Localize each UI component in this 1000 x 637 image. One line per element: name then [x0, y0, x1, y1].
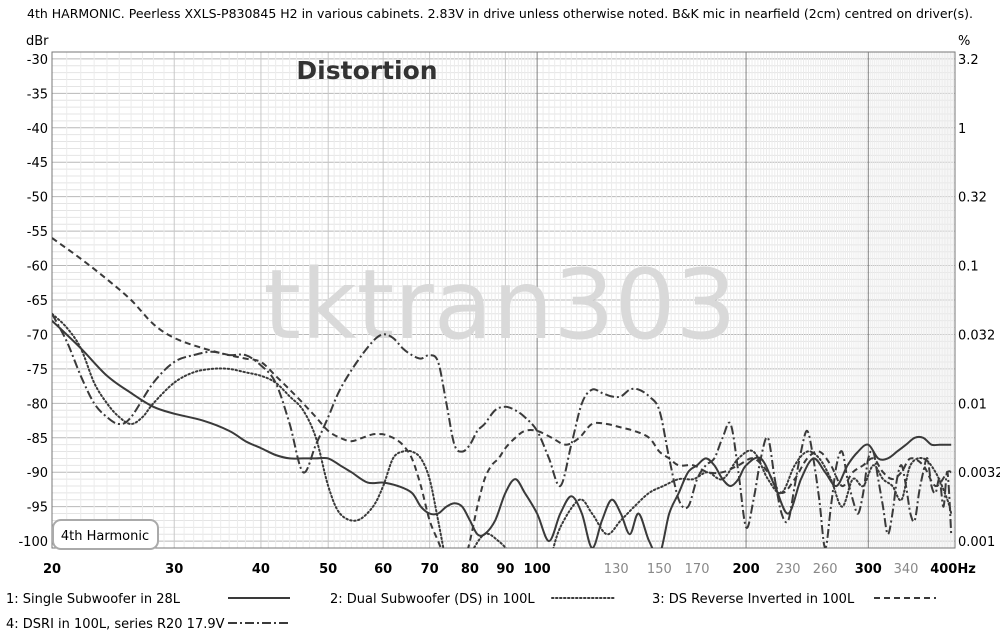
x-minor-tick-label: 150 [647, 562, 672, 577]
plot-frame [51, 51, 956, 549]
series-line-2 [52, 312, 953, 548]
legend: 1: Single Subwoofer in 28L 2: Dual Subwoo… [6, 592, 936, 632]
y-tick-label: -60 [27, 260, 48, 275]
x-tick-label: 70 [421, 562, 439, 577]
axes [51, 51, 956, 549]
series-line-3 [52, 237, 952, 548]
tick-labels: -30 -35 -40 -45 -50 -55 -60 -65 -70 -75 -80 -85 -90 -… [18, 53, 1000, 577]
x-minor-tick-label: 340 [894, 562, 919, 577]
x-tick-label: 200 [732, 562, 759, 577]
y-tick-label: -85 [27, 432, 48, 447]
harmonic-box-label: 4th Harmonic [61, 529, 149, 544]
legend-item-3: 3: DS Reverse Inverted in 100L [652, 592, 936, 607]
x-tick-label: 90 [496, 562, 514, 577]
watermark: tktran303 [263, 249, 736, 361]
right-tick-label: 0.01 [958, 397, 987, 412]
x-tick-label: 400Hz [930, 562, 976, 577]
right-tick-label: 0.001 [958, 535, 995, 550]
x-minor-tick-label: 260 [813, 562, 838, 577]
y-tick-label: -40 [27, 122, 48, 137]
legend-label: 2: Dual Subwoofer (DS) in 100L [330, 592, 535, 607]
legend-item-2: 2: Dual Subwoofer (DS) in 100L [330, 592, 615, 607]
x-tick-label: 40 [252, 562, 270, 577]
x-minor-tick-label: 130 [604, 562, 629, 577]
right-tick-label: 0.032 [958, 328, 995, 343]
legend-item-1: 1: Single Subwoofer in 28L [6, 592, 290, 607]
series-line-4 [52, 313, 953, 548]
legend-item-4: 4: DSRI in 100L, series R20 17.9V [6, 617, 290, 632]
y-tick-label: -55 [27, 225, 48, 240]
y-tick-label: -65 [27, 294, 48, 309]
y-tick-label: -90 [27, 466, 48, 481]
right-tick-label: 0.32 [958, 191, 987, 206]
right-tick-label: 0.1 [958, 260, 979, 275]
y-tick-label: -70 [27, 328, 48, 343]
y-tick-label: -35 [27, 87, 48, 102]
x-tick-label: 80 [461, 562, 479, 577]
right-tick-label: 3.2 [958, 53, 979, 68]
y-tick-label: -95 [27, 501, 48, 516]
y-tick-label: -45 [27, 156, 48, 171]
y-axis-right-label: % [958, 34, 970, 49]
harmonic-box: 4th Harmonic [52, 519, 159, 550]
x-tick-label: 60 [374, 562, 392, 577]
y-tick-label: -50 [27, 191, 48, 206]
y-tick-label: -100 [18, 535, 48, 550]
x-tick-label: 30 [165, 562, 183, 577]
x-tick-label: 100 [524, 562, 551, 577]
y-tick-label: -30 [27, 53, 48, 68]
grid [51, 51, 956, 549]
series-line-1 [52, 319, 952, 548]
x-minor-tick-label: 170 [685, 562, 710, 577]
legend-label: 1: Single Subwoofer in 28L [6, 592, 181, 607]
legend-label: 3: DS Reverse Inverted in 100L [652, 592, 855, 607]
series-lines [52, 237, 953, 548]
y-tick-label: -75 [27, 363, 48, 378]
x-tick-label: 20 [43, 562, 61, 577]
right-tick-label: 0.0032 [958, 466, 1000, 481]
x-tick-label: 50 [319, 562, 337, 577]
y-tick-label: -80 [27, 397, 48, 412]
chart-title: 4th HARMONIC. Peerless XXLS-P830845 H2 i… [27, 6, 973, 21]
x-tick-label: 300 [855, 562, 882, 577]
x-minor-tick-label: 230 [776, 562, 801, 577]
legend-label: 4: DSRI in 100L, series R20 17.9V [6, 617, 225, 632]
chart-label: Distortion [296, 56, 437, 85]
right-tick-label: 1 [958, 122, 966, 137]
y-axis-left-label: dBr [26, 34, 49, 49]
